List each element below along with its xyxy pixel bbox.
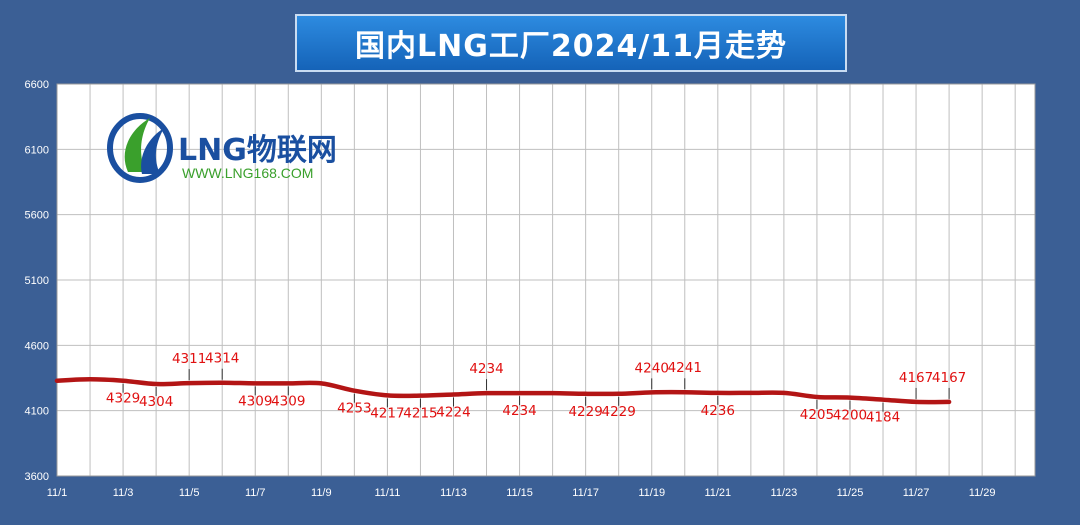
data-label: 4314 bbox=[205, 351, 239, 367]
y-axis: 3600 4100 4600 5100 5600 6100 6600 bbox=[25, 79, 49, 483]
data-label: 4215 bbox=[403, 406, 437, 422]
data-label: 4329 bbox=[106, 391, 140, 407]
data-label: 4224 bbox=[436, 404, 470, 420]
data-label: 4311 bbox=[172, 351, 206, 367]
data-label: 4236 bbox=[701, 403, 735, 419]
y-tick-label: 5600 bbox=[25, 210, 49, 222]
x-tick-label: 11/5 bbox=[179, 487, 200, 499]
x-tick-label: 11/13 bbox=[440, 487, 467, 499]
data-label: 4234 bbox=[469, 361, 503, 377]
data-label: 4240 bbox=[635, 360, 669, 376]
logo: LNG物联网 WWW.LNG168.COM bbox=[107, 113, 337, 183]
y-tick-label: 4100 bbox=[25, 406, 49, 418]
grid-lines bbox=[56, 83, 1036, 477]
y-tick-label: 3600 bbox=[25, 471, 49, 483]
data-label: 4184 bbox=[866, 410, 900, 426]
data-label: 4241 bbox=[668, 360, 702, 376]
y-tick-label: 4600 bbox=[25, 340, 49, 352]
data-label: 4234 bbox=[502, 403, 536, 419]
x-tick-label: 11/11 bbox=[374, 487, 400, 499]
y-tick-label: 6600 bbox=[25, 79, 49, 91]
y-tick-label: 6100 bbox=[25, 144, 49, 156]
y-tick-label: 5100 bbox=[25, 275, 49, 287]
data-label: 4304 bbox=[139, 394, 173, 410]
x-tick-label: 11/27 bbox=[903, 487, 930, 499]
plot-border bbox=[56, 83, 1036, 477]
x-tick-label: 11/7 bbox=[245, 487, 266, 499]
x-tick-label: 11/25 bbox=[837, 487, 864, 499]
x-tick-label: 11/3 bbox=[113, 487, 134, 499]
data-label: 4229 bbox=[568, 404, 602, 420]
logo-emblem-icon bbox=[107, 113, 173, 183]
x-tick-label: 11/19 bbox=[638, 487, 665, 499]
x-tick-label: 11/17 bbox=[572, 487, 599, 499]
data-label: 4229 bbox=[602, 404, 636, 420]
data-label: 4167 bbox=[899, 370, 933, 386]
x-tick-label: 11/23 bbox=[771, 487, 798, 499]
series-line bbox=[54, 377, 952, 405]
data-label: 4217 bbox=[370, 405, 404, 421]
x-tick-label: 11/29 bbox=[969, 487, 996, 499]
x-tick-label: 11/9 bbox=[311, 487, 332, 499]
x-tick-label: 11/21 bbox=[704, 487, 731, 499]
x-tick-label: 11/15 bbox=[506, 487, 533, 499]
logo-name: LNG物联网 bbox=[178, 133, 337, 168]
data-label: 4253 bbox=[337, 401, 371, 417]
data-label: 4309 bbox=[271, 393, 305, 409]
x-axis: 11/1 11/3 11/5 11/7 11/9 11/11 11/13 11/15 11/17… bbox=[47, 487, 996, 499]
x-tick-label: 11/1 bbox=[47, 487, 68, 499]
data-label: 4205 bbox=[800, 407, 834, 423]
chart-title: 国内LNG工厂2024/11月走势 bbox=[295, 14, 847, 72]
data-label: 4167 bbox=[932, 370, 966, 386]
data-label: 4200 bbox=[833, 408, 867, 424]
logo-url: WWW.LNG168.COM bbox=[182, 165, 313, 181]
data-label: 4309 bbox=[238, 393, 272, 409]
